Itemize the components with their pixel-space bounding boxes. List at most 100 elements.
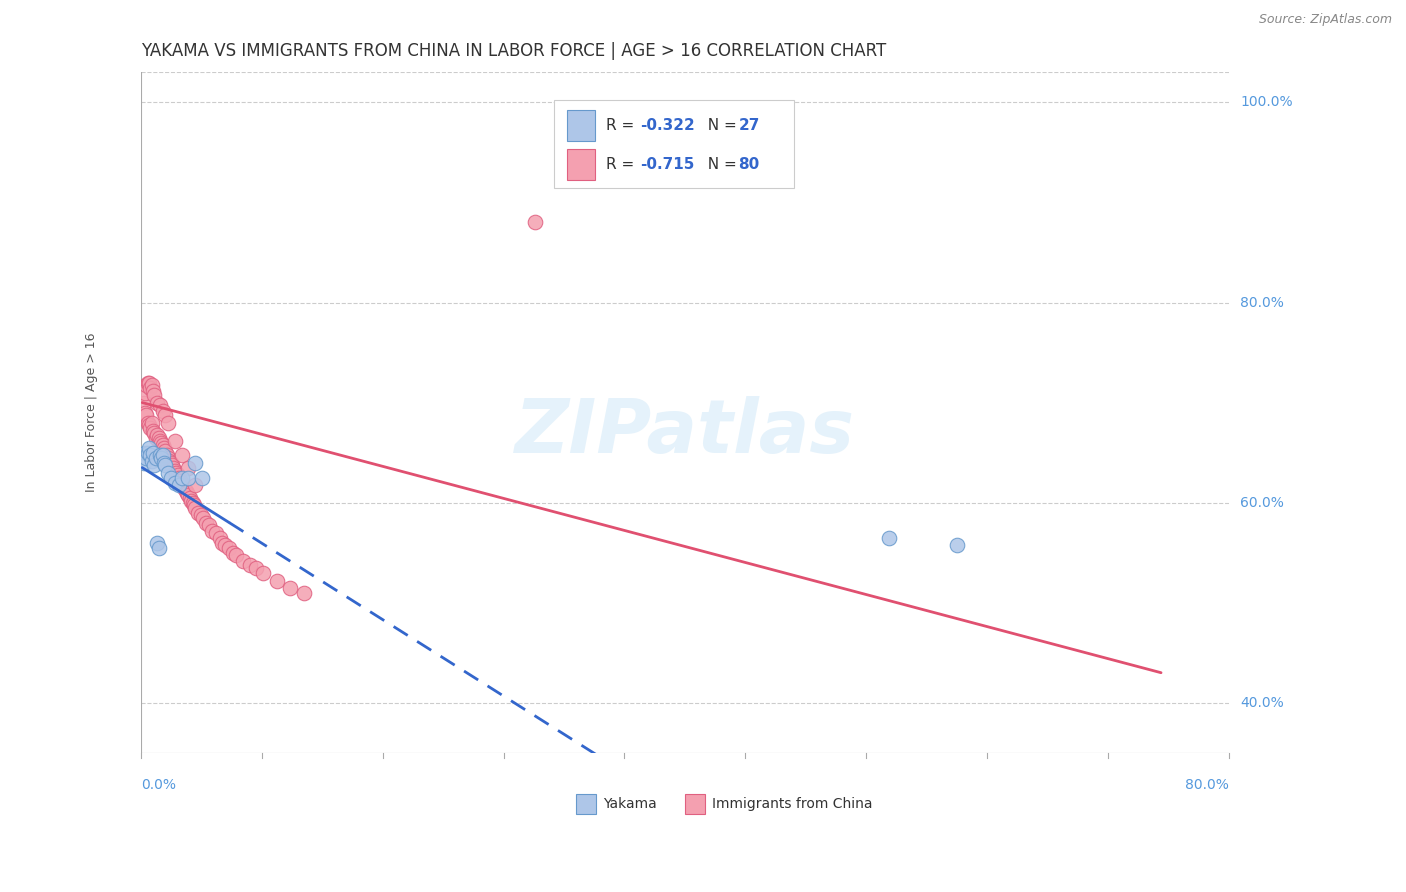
Point (170, 448, 193, 462)
Point (174, 483, 197, 498)
Point (143, 458, 166, 472)
Point (135, 450, 157, 465)
Point (138, 441, 160, 455)
Text: R =: R = (606, 118, 638, 133)
Point (239, 558, 262, 572)
Point (145, 450, 167, 465)
FancyBboxPatch shape (568, 149, 595, 179)
Text: Source: ZipAtlas.com: Source: ZipAtlas.com (1258, 13, 1392, 27)
Point (149, 398, 172, 412)
FancyBboxPatch shape (568, 111, 595, 141)
Point (184, 477, 207, 491)
Point (946, 538, 969, 552)
Point (184, 456, 207, 470)
Point (170, 470, 193, 484)
Point (184, 500, 207, 515)
Text: ZIPatlas: ZIPatlas (515, 397, 855, 469)
Text: YAKAMA VS IMMIGRANTS FROM CHINA IN LABOR FORCE | AGE > 16 CORRELATION CHART: YAKAMA VS IMMIGRANTS FROM CHINA IN LABOR… (141, 42, 886, 60)
Text: 60.0%: 60.0% (1240, 496, 1284, 509)
Point (150, 435, 173, 450)
Point (145, 431, 167, 445)
Point (163, 475, 186, 490)
FancyBboxPatch shape (576, 794, 596, 814)
Point (211, 535, 233, 549)
Point (143, 387, 166, 401)
Point (142, 384, 165, 398)
FancyBboxPatch shape (554, 100, 794, 188)
Point (142, 445, 165, 459)
Point (142, 424, 165, 438)
Point (160, 458, 183, 472)
Text: N =: N = (697, 157, 741, 172)
Point (150, 450, 173, 465)
Point (152, 448, 174, 462)
Point (156, 448, 179, 462)
Point (132, 456, 155, 470)
Point (134, 385, 156, 400)
Point (180, 493, 202, 508)
Text: In Labor Force | Age > 16: In Labor Force | Age > 16 (86, 333, 98, 492)
Point (157, 416, 180, 430)
Point (191, 470, 214, 484)
Point (153, 441, 176, 455)
Point (135, 408, 157, 422)
Point (141, 416, 163, 430)
Text: 27: 27 (738, 118, 759, 133)
Point (218, 541, 240, 555)
Point (177, 470, 200, 484)
Point (245, 560, 267, 574)
Text: R =: R = (606, 157, 638, 172)
Text: Yakama: Yakama (603, 797, 657, 811)
Point (153, 456, 176, 470)
Point (155, 443, 177, 458)
Point (152, 437, 174, 451)
Point (179, 491, 201, 505)
Text: N =: N = (697, 118, 741, 133)
Point (292, 585, 315, 599)
Point (141, 377, 163, 392)
Point (170, 475, 193, 490)
Point (159, 470, 181, 484)
Point (136, 416, 159, 430)
Point (163, 434, 186, 448)
Point (163, 464, 186, 478)
Point (169, 474, 191, 488)
Point (149, 434, 172, 448)
Point (177, 488, 200, 502)
Point (155, 458, 177, 472)
Text: 100.0%: 100.0% (1240, 95, 1292, 110)
Point (132, 395, 155, 409)
Point (167, 470, 190, 484)
Point (877, 531, 900, 545)
Point (187, 506, 209, 520)
Point (177, 460, 200, 475)
FancyBboxPatch shape (685, 794, 704, 814)
Point (198, 517, 221, 532)
Point (134, 406, 156, 420)
Point (181, 495, 204, 509)
Text: Immigrants from China: Immigrants from China (713, 797, 873, 811)
Point (136, 376, 159, 390)
Text: 80: 80 (738, 157, 759, 172)
Point (232, 554, 254, 568)
Point (157, 450, 180, 465)
Point (138, 417, 160, 432)
Point (252, 566, 274, 580)
Point (155, 408, 177, 422)
Text: -0.322: -0.322 (640, 118, 695, 133)
Point (146, 427, 169, 442)
Point (222, 546, 245, 560)
Point (139, 380, 162, 394)
Point (214, 538, 236, 552)
Point (195, 516, 218, 530)
Point (208, 531, 231, 545)
Point (193, 510, 215, 524)
Point (146, 535, 169, 549)
Point (172, 477, 194, 491)
Point (173, 481, 195, 495)
Text: 80.0%: 80.0% (1185, 778, 1229, 792)
Point (1081, 801, 1104, 815)
Point (148, 431, 170, 445)
Point (204, 525, 226, 540)
Point (146, 395, 169, 409)
